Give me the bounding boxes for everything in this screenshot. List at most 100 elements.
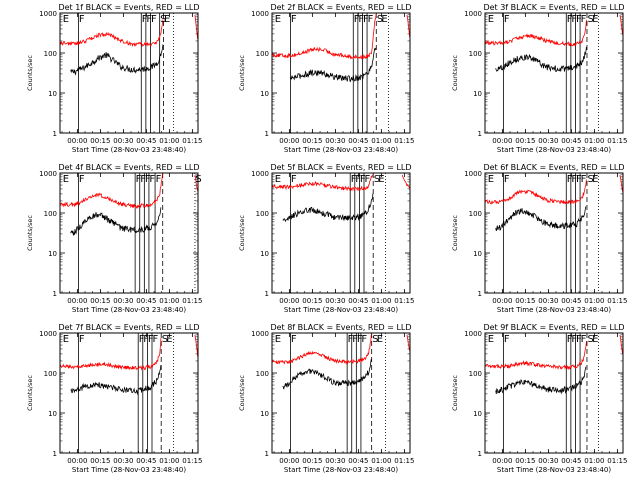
panel-title: Det 9f BLACK = Events, RED = LLD (483, 323, 624, 332)
y-tick-label: 10 (48, 410, 57, 418)
y-tick-label: 100 (256, 370, 269, 378)
lld-series-line (272, 174, 374, 192)
flag-label-f: F (148, 334, 154, 345)
panel-frame (484, 172, 624, 294)
lld-series-tail (619, 14, 623, 35)
lld-series-line (485, 19, 587, 47)
y-tick-label: 100 (256, 50, 269, 58)
flag-label-f: F (151, 14, 157, 25)
lld-series-tail (194, 14, 198, 39)
panel-title: Det 3f BLACK = Events, RED = LLD (483, 3, 624, 12)
panel-data (485, 13, 623, 133)
x-tick-label: 01:00 (371, 457, 391, 465)
events-series-line (495, 47, 587, 72)
panel-frame (271, 12, 411, 134)
x-tick-label: 01:15 (607, 297, 627, 305)
panel-title: Det 4f BLACK = Events, RED = LLD (58, 163, 199, 172)
lld-series-line (60, 338, 162, 371)
y-tick-label: 10 (260, 410, 269, 418)
flag-label-e: E (164, 14, 170, 25)
flag-label-e: E (63, 14, 69, 25)
flag-label-f: F (149, 174, 155, 185)
flag-label-s: S (377, 14, 383, 25)
panel-data (60, 173, 198, 293)
flag-label-e: E (488, 334, 494, 345)
events-series-line (70, 44, 164, 76)
flag-label-f: F (351, 174, 357, 185)
flag-label-f: F (504, 14, 510, 25)
lld-series-tail (406, 334, 410, 351)
flag-label-f: F (576, 174, 582, 185)
y-tick-label: 10 (260, 90, 269, 98)
y-tick-label: 1000 (251, 170, 269, 178)
flag-label-f: F (504, 334, 510, 345)
panel-data (60, 13, 198, 133)
flag-label-f: F (352, 334, 358, 345)
flag-label-e: E (488, 174, 494, 185)
y-tick-label: 1 (53, 450, 57, 458)
panel-title: Det 6f BLACK = Events, RED = LLD (483, 163, 624, 172)
y-tick-label: 1000 (464, 10, 482, 18)
flag-label-f: F (368, 14, 374, 25)
events-series-line (70, 365, 162, 396)
x-tick-label: 01:00 (584, 457, 604, 465)
x-tick-label: 00:00 (279, 297, 299, 305)
flag-label-e: E (592, 14, 598, 25)
flag-label-f: F (581, 334, 587, 345)
flag-label-s: S (162, 334, 168, 345)
flag-label-f: F (355, 174, 361, 185)
x-tick-label: 01:00 (371, 297, 391, 305)
flag-label-f: F (360, 174, 366, 185)
flag-label-f: F (567, 174, 573, 185)
flag-label-f: F (504, 174, 510, 185)
panel-frame (59, 172, 199, 294)
x-tick-label: 00:15 (302, 297, 322, 305)
x-axis-label: Start Time (28-Nov-03 23:48:40) (284, 466, 398, 474)
flag-label-f: F (79, 14, 85, 25)
flag-label-f: F (291, 174, 297, 185)
x-tick-label: 00:15 (90, 457, 110, 465)
flag-label-f: F (567, 334, 573, 345)
x-tick-label: 00:45 (561, 297, 581, 305)
y-tick-label: 1 (53, 130, 57, 138)
x-tick-label: 00:15 (302, 137, 322, 145)
events-series-line (495, 366, 587, 395)
x-tick-label: 01:00 (159, 297, 179, 305)
y-axis-label: Counts/sec (26, 215, 34, 251)
lld-series-tail (619, 334, 623, 355)
x-tick-label: 00:00 (492, 297, 512, 305)
y-axis-label: Counts/sec (238, 215, 246, 251)
x-tick-label: 01:15 (394, 297, 414, 305)
flag-label-s: S (372, 334, 378, 345)
x-tick-label: 00:30 (325, 297, 345, 305)
y-axis-label: Counts/sec (238, 55, 246, 91)
panel-data (60, 333, 198, 453)
y-tick-label: 10 (473, 90, 482, 98)
flag-label-f: F (358, 14, 364, 25)
flag-label-f: F (139, 334, 145, 345)
flag-label-f: F (156, 174, 162, 185)
lld-series-tail (619, 174, 623, 192)
y-tick-label: 10 (260, 250, 269, 258)
y-tick-label: 100 (256, 210, 269, 218)
y-tick-label: 100 (44, 210, 57, 218)
y-tick-label: 100 (469, 370, 482, 378)
y-tick-label: 1000 (39, 330, 57, 338)
flag-label-s: S (587, 334, 593, 345)
flag-label-e: E (381, 14, 387, 25)
flag-label-f: F (567, 14, 573, 25)
x-tick-label: 01:00 (159, 137, 179, 145)
y-axis-label: Counts/sec (451, 215, 459, 251)
panel-title: Det 7f BLACK = Events, RED = LLD (58, 323, 199, 332)
flag-label-e: E (275, 174, 281, 185)
y-tick-label: 1 (478, 130, 482, 138)
panel-6: Det 6f BLACK = Events, RED = LLD 00:00 00:… (451, 163, 627, 314)
x-tick-label: 00:45 (348, 297, 368, 305)
panel-title: Det 5f BLACK = Events, RED = LLD (270, 163, 411, 172)
x-tick-label: 00:45 (561, 137, 581, 145)
panel-title: Det 1f BLACK = Events, RED = LLD (58, 3, 199, 12)
y-axis-label: Counts/sec (238, 375, 246, 411)
